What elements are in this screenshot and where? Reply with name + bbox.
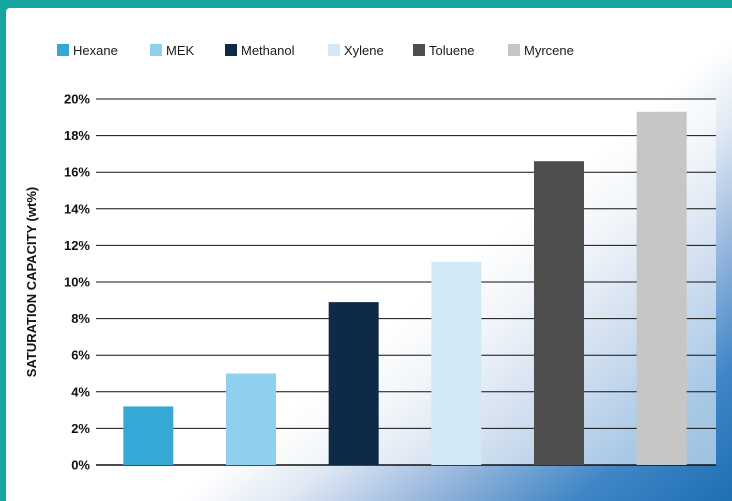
legend-item-hexane: Hexane [57,43,118,58]
legend-item-myrcene: Myrcene [508,43,574,58]
bar-xylene [431,261,482,465]
bar-myrcene [636,111,687,465]
bar-mek [226,373,276,465]
y-tick-label: 6% [71,348,90,363]
legend-swatch [508,44,520,56]
legend-swatch [150,44,162,56]
y-tick-label: 10% [64,275,90,290]
y-tick-label: 20% [64,92,90,107]
bar-hexane [123,406,174,465]
bar-methanol [328,302,379,465]
legend-swatch [225,44,237,56]
y-tick-label: 2% [71,421,90,436]
legend-swatch [413,44,425,56]
legend-label: MEK [166,43,195,58]
gridlines [96,98,716,466]
bars [123,111,687,465]
y-tick-label: 8% [71,311,90,326]
y-tick-label: 12% [64,238,90,253]
legend-item-toluene: Toluene [413,43,475,58]
y-tick-label: 16% [64,165,90,180]
legend-swatch [328,44,340,56]
y-axis-label: SATURATION CAPACITY (wt%) [24,187,39,377]
legend-label: Hexane [73,43,118,58]
legend-item-xylene: Xylene [328,43,384,58]
y-tick-label: 18% [64,128,90,143]
legend-item-mek: MEK [150,43,195,58]
y-tick-label: 0% [71,458,90,473]
legend-item-methanol: Methanol [225,43,295,58]
legend-label: Methanol [241,43,295,58]
legend-label: Toluene [429,43,475,58]
legend-swatch [57,44,69,56]
y-axis-ticks: 0% 2% 4% 6% 8% 10% 12% 14% 16% 18% 20% [64,92,90,473]
legend-label: Myrcene [524,43,574,58]
legend: Hexane MEK Methanol Xylene Toluene Myrcene [57,43,574,58]
legend-label: Xylene [344,43,384,58]
y-tick-label: 14% [64,201,90,216]
bar-toluene [534,161,584,465]
y-tick-label: 4% [71,384,90,399]
